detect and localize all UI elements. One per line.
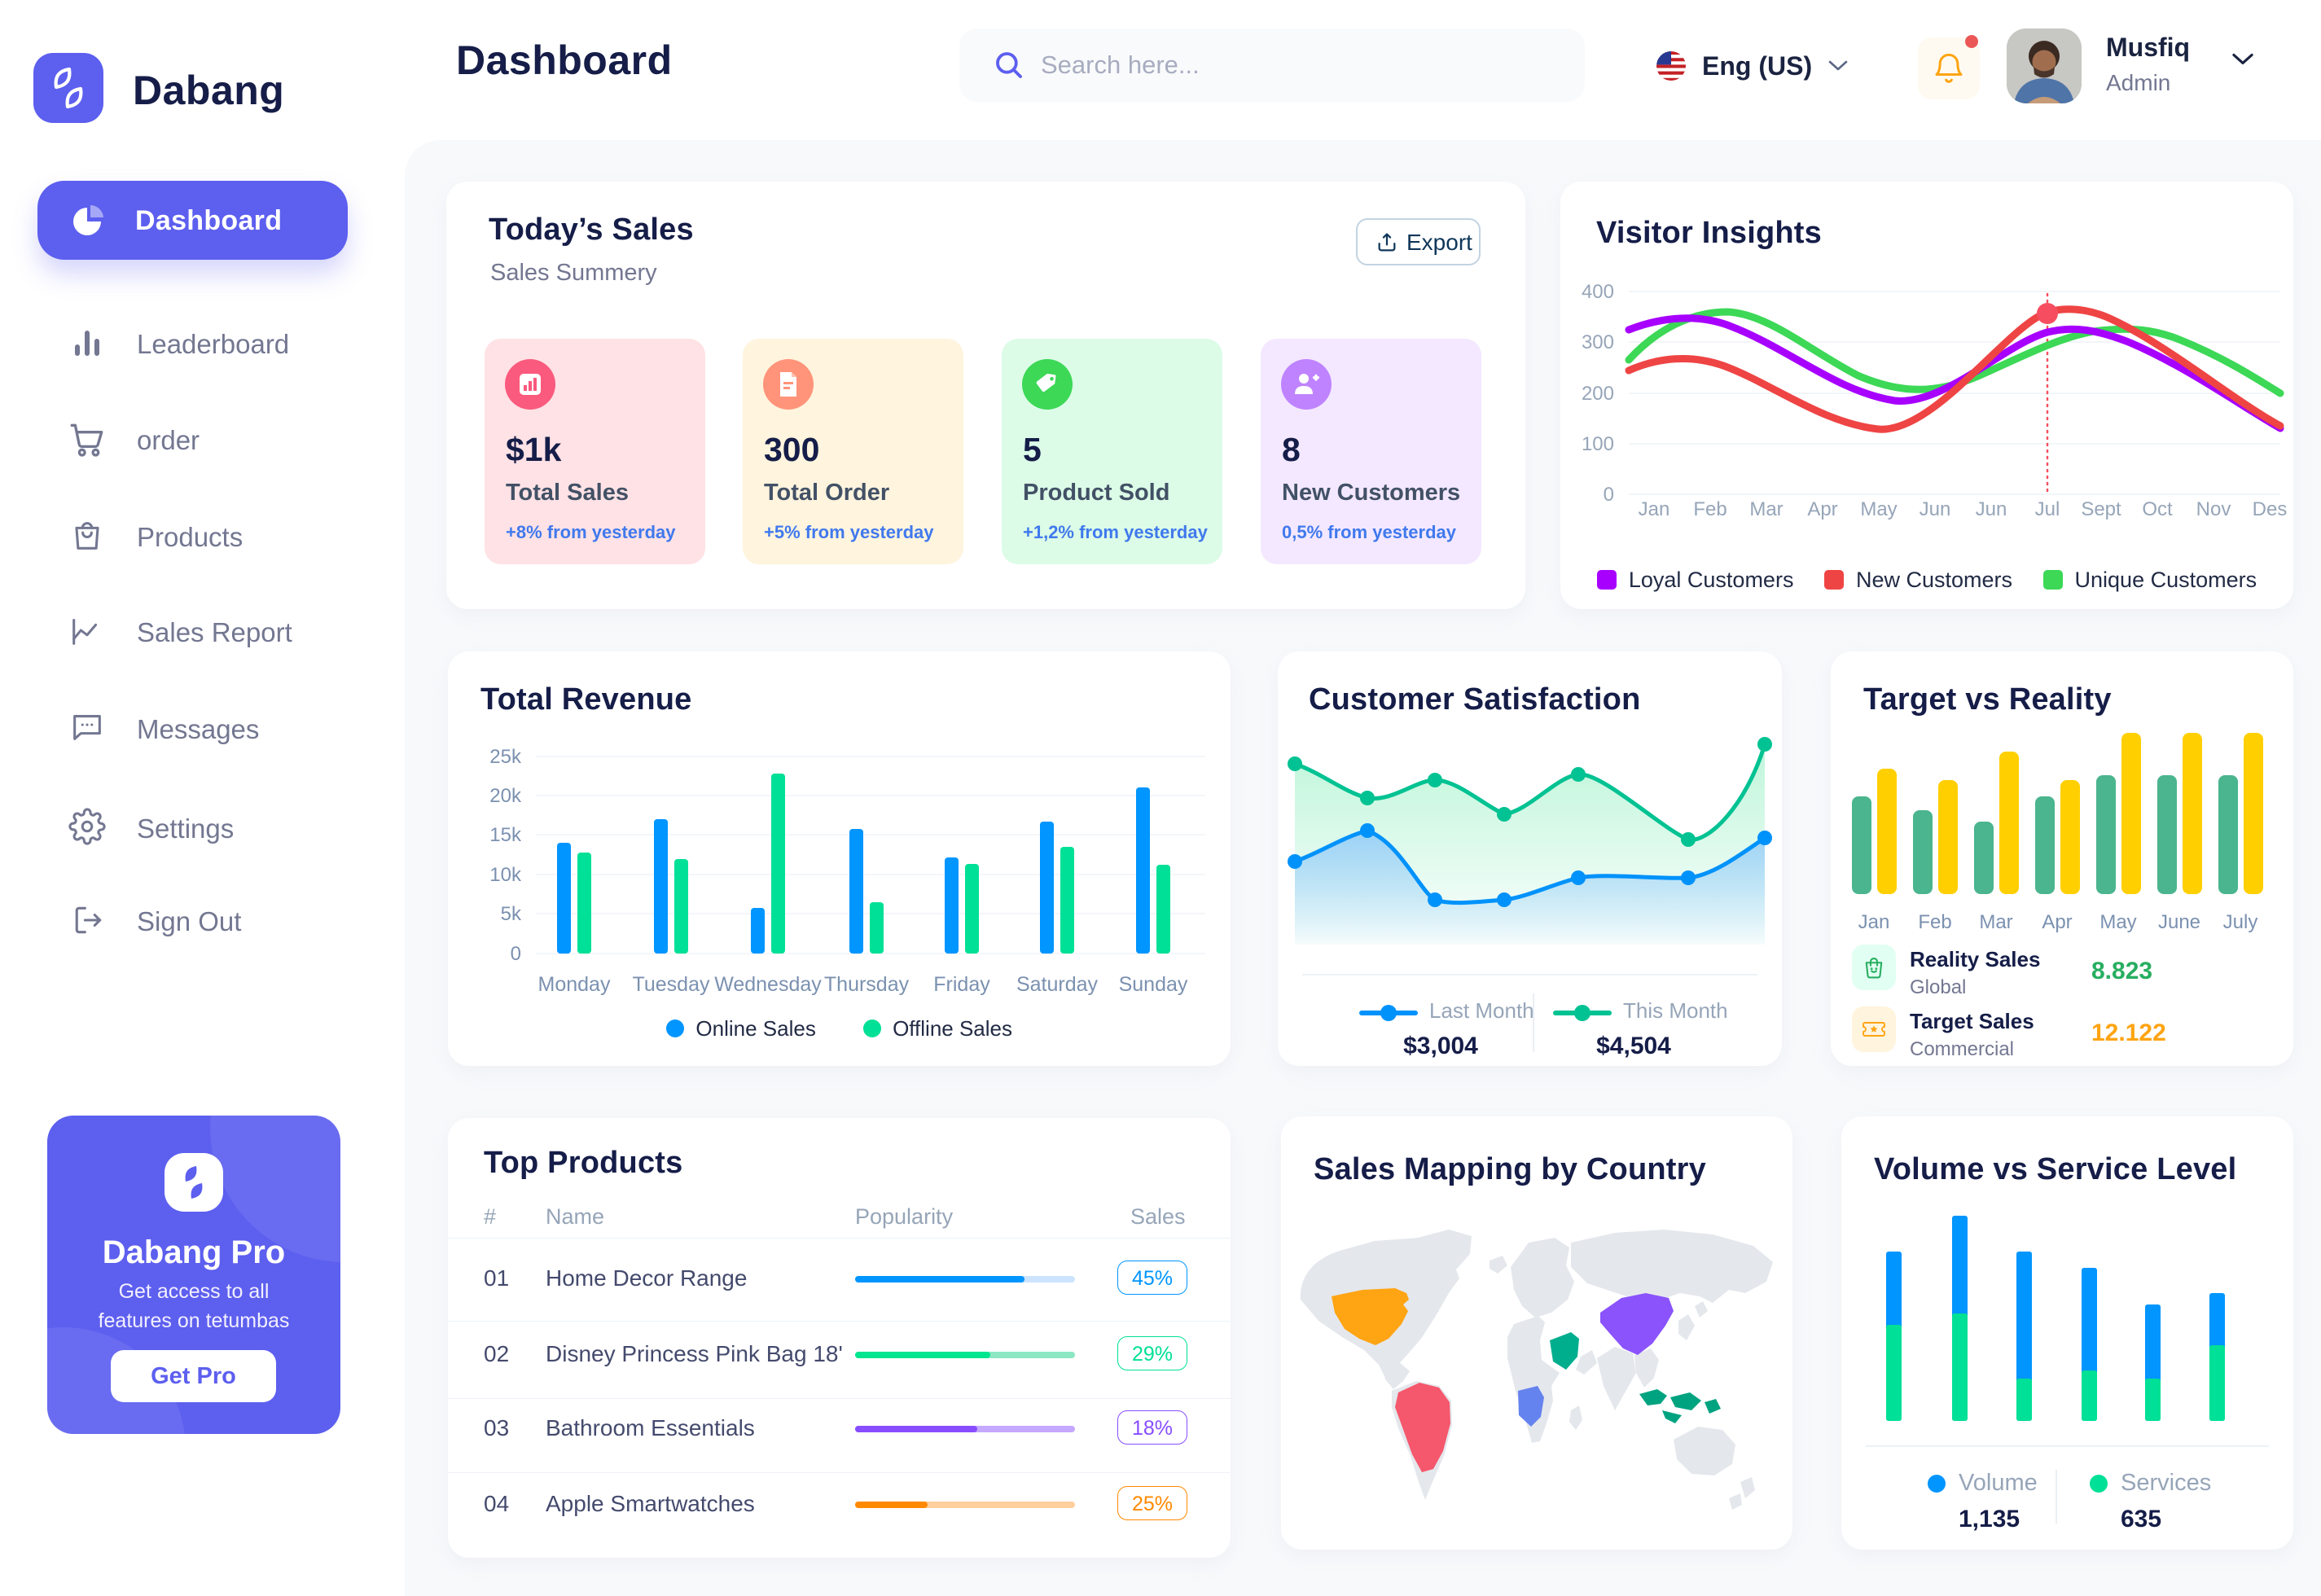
svg-text:400: 400 — [1582, 281, 1614, 303]
svg-text:20k: 20k — [489, 785, 522, 807]
svg-text:Sunday: Sunday — [1119, 973, 1188, 996]
svg-text:Sept: Sept — [2081, 498, 2121, 520]
svg-text:Friday: Friday — [933, 973, 990, 996]
svg-text:Mar: Mar — [1749, 498, 1783, 520]
svg-text:Jun: Jun — [1920, 498, 1951, 520]
svg-text:Apr: Apr — [2042, 911, 2072, 933]
svg-text:Saturday: Saturday — [1016, 973, 1099, 996]
svg-text:Feb: Feb — [1918, 911, 1951, 933]
svg-text:Oct: Oct — [2142, 498, 2173, 520]
svg-text:Des: Des — [2253, 498, 2288, 520]
svg-text:Apr: Apr — [1807, 498, 1837, 520]
svg-text:0: 0 — [1604, 484, 1614, 506]
svg-text:10k: 10k — [489, 864, 522, 886]
svg-text:Jun: Jun — [1976, 498, 2007, 520]
svg-text:100: 100 — [1582, 433, 1614, 455]
svg-text:Jul: Jul — [2035, 498, 2060, 520]
svg-text:Feb: Feb — [1693, 498, 1726, 520]
svg-text:Monday: Monday — [538, 973, 611, 996]
svg-text:Mar: Mar — [1979, 911, 2012, 933]
svg-text:300: 300 — [1582, 331, 1614, 353]
svg-text:May: May — [2099, 911, 2136, 933]
svg-text:Jan: Jan — [1858, 911, 1890, 933]
svg-text:Jan: Jan — [1639, 498, 1670, 520]
svg-text:July: July — [2223, 911, 2258, 933]
svg-text:Wednesday: Wednesday — [714, 973, 822, 996]
svg-text:200: 200 — [1582, 383, 1614, 405]
svg-text:5k: 5k — [501, 903, 522, 925]
svg-text:Nov: Nov — [2196, 498, 2231, 520]
svg-text:Tuesday: Tuesday — [633, 973, 710, 996]
svg-text:0: 0 — [511, 943, 521, 965]
svg-text:June: June — [2158, 911, 2200, 933]
svg-text:May: May — [1860, 498, 1897, 520]
svg-text:15k: 15k — [489, 824, 522, 846]
svg-text:25k: 25k — [489, 746, 522, 768]
svg-text:Thursday: Thursday — [824, 973, 910, 996]
